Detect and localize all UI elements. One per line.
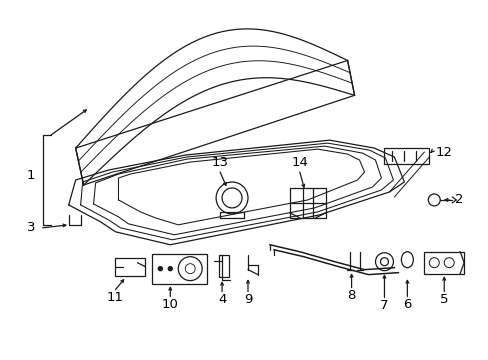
Text: 13: 13 — [211, 156, 228, 168]
Text: 3: 3 — [26, 221, 35, 234]
Text: 9: 9 — [244, 293, 252, 306]
Text: 12: 12 — [435, 145, 452, 159]
Text: 5: 5 — [439, 293, 447, 306]
Text: 6: 6 — [403, 298, 411, 311]
Text: 11: 11 — [107, 291, 124, 304]
Text: 4: 4 — [218, 293, 226, 306]
Circle shape — [168, 267, 172, 271]
Text: 8: 8 — [346, 289, 355, 302]
Text: 7: 7 — [380, 299, 388, 312]
Text: 10: 10 — [162, 298, 178, 311]
Circle shape — [158, 267, 162, 271]
Text: 1: 1 — [26, 168, 35, 181]
Text: 2: 2 — [454, 193, 463, 206]
Text: 14: 14 — [291, 156, 307, 168]
